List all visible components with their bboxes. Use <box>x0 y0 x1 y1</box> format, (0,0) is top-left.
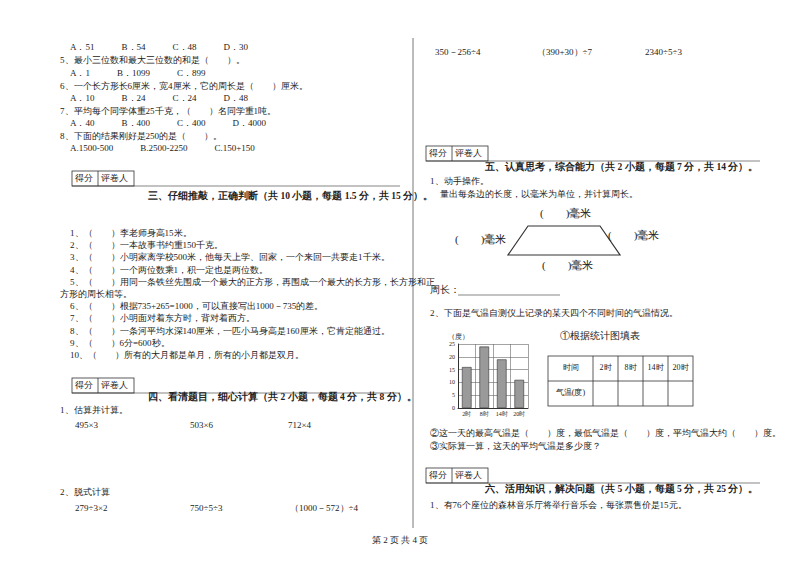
html-text:495×3: 495×3 <box>75 420 99 430</box>
html-text:1、动手操作。: 1、动手操作。 <box>430 176 489 186</box>
html-text:6、（ ）根据735+265=1000，可以直接写出1000: 6、（ ）根据735+265=1000，可以直接写出1000－735的差。 <box>70 301 324 312</box>
html-text:5、（ ）用同一条铁丝先围成一个最大的正方形，再围成一个最大: 5、（ ）用同一条铁丝先围成一个最大的正方形，再围成一个最大的长方形，长方形和正 <box>70 276 435 287</box>
html-text:350－256÷4: 350－256÷4 <box>435 47 481 57</box>
html-text:8、下面的结果刚好是250的是（ ）。: 8、下面的结果刚好是250的是（ ）。 <box>60 131 222 141</box>
html-text:2、脱式计算: 2、脱式计算 <box>60 487 110 497</box>
svg-text:10: 10 <box>449 379 455 385</box>
svg-text:14时: 14时 <box>496 411 508 417</box>
html-text:②这一天的最高气温是（ ）度，最低气温是（ ）度，平均气温大: ②这一天的最高气温是（ ）度，最低气温是（ ）度，平均气温大约（ ）度。 <box>430 428 781 438</box>
svg-text:15: 15 <box>449 367 455 373</box>
html-text:1、估算并计算。: 1、估算并计算。 <box>60 405 128 415</box>
html-text:A．51 B．54 C．48 D．30: A．51 B．54 C．48 D．30 <box>70 42 248 52</box>
html-text:评卷人: 评卷人 <box>101 380 128 390</box>
html-text:4、（ ）一个两位数乘1，积一定也是两位数。: 4、（ ）一个两位数乘1，积一定也是两位数。 <box>70 264 268 275</box>
html-text:四、看清题目，细心计算（共 2 小题，每题 4 分，共 8: 四、看清题目，细心计算（共 2 小题，每题 4 分，共 8 分）。 <box>148 392 417 402</box>
html-text:712×4: 712×4 <box>288 420 312 430</box>
svg-text:（度）: （度） <box>448 333 469 341</box>
html-text:五、认真思考，综合能力（共 2 小题，每题 7 分，共 14: 五、认真思考，综合能力（共 2 小题，每题 7 分，共 14 分）。 <box>485 162 759 172</box>
svg-text:25: 25 <box>449 341 455 347</box>
svg-text:0: 0 <box>452 405 455 411</box>
svg-text:8时: 8时 <box>480 411 489 417</box>
html-text:2340÷5÷3: 2340÷5÷3 <box>645 47 682 57</box>
html-text:得分: 得分 <box>75 380 93 390</box>
html-text:279÷3×2: 279÷3×2 <box>75 503 108 513</box>
html-text:气温(度): 气温(度) <box>555 388 586 397</box>
html-text:方形的周长相等。: 方形的周长相等。 <box>60 289 132 299</box>
html-text:( )毫米: ( )毫米 <box>455 233 507 245</box>
html-text:750÷5÷3: 750÷5÷3 <box>190 503 223 513</box>
html-text:1、（ ）李老师身高15米。: 1、（ ）李老师身高15米。 <box>70 228 192 238</box>
html-text:3、（ ）小明家离学校500米，他每天上学、回家，一个来回一: 3、（ ）小明家离学校500米，他每天上学、回家，一个来回一共要走1千米。 <box>70 252 390 263</box>
html-text:5、最小三位数和最大三位数的和是（ ）。: 5、最小三位数和最大三位数的和是（ ）。 <box>60 55 245 65</box>
html-text:9、（ ）6分=600秒。: 9、（ ）6分=600秒。 <box>70 337 170 348</box>
html-text:时间: 时间 <box>562 363 579 372</box>
html-text:7、（ ）小明面对着东方时，背对着西方。: 7、（ ）小明面对着东方时，背对着西方。 <box>70 313 255 324</box>
html-text:( )毫米: ( )毫米 <box>542 259 594 271</box>
svg-text:5: 5 <box>452 392 455 398</box>
html-text:评卷人: 评卷人 <box>455 470 482 480</box>
svg-text:2时: 2时 <box>462 411 471 417</box>
html-text:（1000－572）÷4: （1000－572）÷4 <box>290 503 358 513</box>
html-text:量出每条边的长度，以毫米为单位，并计算周长。: 量出每条边的长度，以毫米为单位，并计算周长。 <box>440 189 638 199</box>
html-text:评卷人: 评卷人 <box>101 173 128 183</box>
html-text:8时: 8时 <box>624 363 637 372</box>
html-text:( )毫米: ( )毫米 <box>540 207 592 219</box>
html-text:2、（ ）一本故事书约重150千克。: 2、（ ）一本故事书约重150千克。 <box>70 240 223 251</box>
html-text:10、（ ）所有的大月都是单月，所有的小月都是双月。: 10、（ ）所有的大月都是单月，所有的小月都是双月。 <box>70 350 304 360</box>
html-text:2时: 2时 <box>599 363 612 372</box>
svg-text:20时: 20时 <box>513 411 525 417</box>
html-text:6、一个长方形长6厘米，宽4厘米，它的周长是（ ）厘米。: 6、一个长方形长6厘米，宽4厘米，它的周长是（ ）厘米。 <box>60 81 308 91</box>
html-text:A.1500-500 B.2500-2250 C.150+1: A.1500-500 B.2500-2250 C.150+150 <box>70 143 255 153</box>
html-text:三、仔细推敲，正确判断（共 10 小题，每题 1.5 分，共: 三、仔细推敲，正确判断（共 10 小题，每题 1.5 分，共 15 分）。 <box>148 191 434 201</box>
html-text:1、有76个座位的森林音乐厅将举行音乐会，每张票售价是15元: 1、有76个座位的森林音乐厅将举行音乐会，每张票售价是15元。 <box>430 500 687 510</box>
svg-text:20: 20 <box>449 354 455 360</box>
html-text:第 2 页 共 4 页: 第 2 页 共 4 页 <box>371 535 429 545</box>
html-text:2、下面是气温自测仪上记录的某天四个不同时间的气温情况。: 2、下面是气温自测仪上记录的某天四个不同时间的气温情况。 <box>430 308 678 318</box>
html-text:六、活用知识，解决问题（共 5 小题，每题 5 分，共 25: 六、活用知识，解决问题（共 5 小题，每题 5 分，共 25 分）。 <box>485 484 759 494</box>
html-text:（390+30）÷7: （390+30）÷7 <box>537 47 592 57</box>
html-text:得分: 得分 <box>429 470 447 480</box>
html-text:③实际算一算，这天的平均气温是多少度？: ③实际算一算，这天的平均气温是多少度？ <box>430 441 601 451</box>
html-text:A．10 B．24 C．24 D．48: A．10 B．24 C．24 D．48 <box>70 93 248 103</box>
html-text:20时: 20时 <box>672 363 689 372</box>
html-text:评卷人: 评卷人 <box>455 148 482 158</box>
html-text:A．40 B．400 C．400 D．4000: A．40 B．400 C．400 D．4000 <box>70 118 266 128</box>
html-text:A．1 B．1099 C．899: A．1 B．1099 C．899 <box>70 68 206 78</box>
html-text:503×6: 503×6 <box>190 420 214 430</box>
html-text:①根据统计图填表: ①根据统计图填表 <box>560 330 640 341</box>
html-text:8、（ ）一条河平均水深140厘米，一匹小马身高是160厘米: 8、（ ）一条河平均水深140厘米，一匹小马身高是160厘米，它肯定能通过。 <box>70 325 390 336</box>
html-text:14时: 14时 <box>647 363 664 372</box>
html-text:周长：: 周长： <box>430 284 460 295</box>
html-text:( )毫米: ( )毫米 <box>608 229 660 241</box>
html-text:得分: 得分 <box>429 148 447 158</box>
html-text:得分: 得分 <box>75 173 93 183</box>
html-text:7、平均每个同学体重25千克，（ ）名同学重1吨。: 7、平均每个同学体重25千克，（ ）名同学重1吨。 <box>60 106 276 116</box>
